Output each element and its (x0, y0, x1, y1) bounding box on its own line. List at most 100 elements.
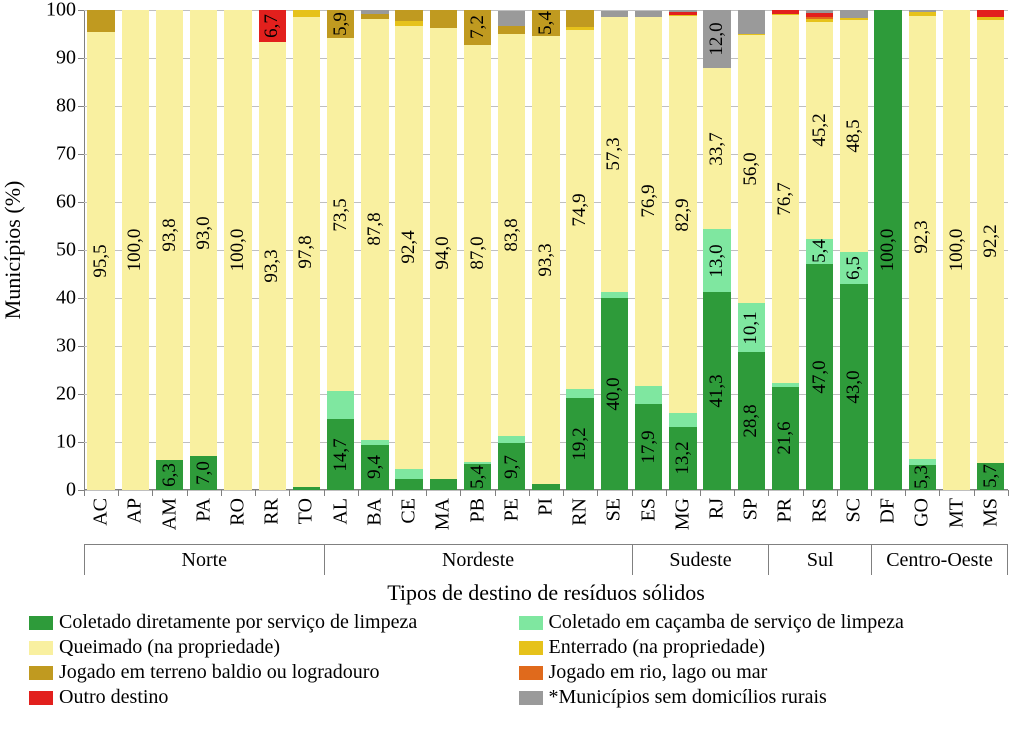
segment-queimado: 92,3 (909, 16, 936, 459)
segment-label: 7,2 (467, 15, 489, 39)
state-label: MS (979, 498, 1002, 527)
segment-coletado_direto: 9,7 (498, 443, 525, 490)
state-label: RS (808, 498, 831, 522)
segment-coletado_direto: 28,8 (738, 352, 765, 490)
segment-label: 93,0 (193, 217, 215, 250)
y-axis-title: Municípios (%) (0, 181, 26, 320)
bar-slot: 100,0 (939, 10, 973, 490)
state-label: SE (603, 498, 626, 521)
segment-coletado_direto: 5,4 (464, 464, 491, 490)
legend: Coletado diretamente por serviço de limp… (29, 610, 1008, 710)
segment-queimado: 93,3 (259, 42, 286, 490)
segment-label: 21,6 (774, 422, 796, 455)
segment-label: 33,7 (706, 132, 728, 165)
segment-coletado_direto: 17,9 (635, 404, 662, 490)
segment-terreno_baldio (566, 10, 593, 27)
bar-slot: 100,0 (118, 10, 152, 490)
segment-coletado_direto: 41,3 (703, 292, 730, 490)
state-label: TO (295, 498, 318, 524)
segment-coletado_direto: 43,0 (840, 284, 867, 490)
y-tick-label: 40 (56, 287, 84, 310)
segment-queimado: 93,0 (190, 10, 217, 456)
segment-enterrado (395, 21, 422, 26)
legend-item: Jogado em terreno baldio ou logradouro (29, 660, 519, 685)
bar-RR: 93,36,7 (259, 10, 286, 490)
bar-slot: 41,313,033,712,0 (700, 10, 734, 490)
segment-coletado_direto: 7,0 (190, 456, 217, 490)
segment-queimado: 93,3 (532, 36, 559, 484)
segment-coletado_cacamba: 6,5 (840, 252, 867, 283)
bar-slot: 9,7 83,8 (495, 10, 529, 490)
segment-label: 12,0 (706, 22, 728, 55)
segment-queimado: 100,0 (122, 10, 149, 490)
state-label: PR (774, 498, 797, 522)
segment-coletado_cacamba (498, 436, 525, 444)
segment-label: 56,0 (740, 153, 762, 186)
bar-CE: 92,4 (395, 10, 422, 490)
y-tick-label: 20 (56, 383, 84, 406)
segment-label: 14,7 (330, 438, 352, 471)
segment-sem_rural (498, 11, 525, 26)
legend-item: Queimado (na propriedade) (29, 635, 519, 660)
segment-queimado: 45,2 (806, 22, 833, 239)
bar-AP: 100,0 (122, 10, 149, 490)
bar-MA: 94,0 (430, 10, 457, 490)
plot-area: 0102030405060708090100 95,5100,06,393,87… (84, 10, 1008, 490)
segment-label: 92,2 (980, 225, 1002, 258)
segment-label: 74,9 (569, 193, 591, 226)
segment-queimado: 83,8 (498, 34, 525, 436)
bar-slot: 43,06,548,5 (837, 10, 871, 490)
segment-outro: 6,7 (259, 10, 286, 42)
segment-terreno_baldio: 5,4 (532, 10, 559, 36)
segment-enterrado (977, 17, 1004, 20)
bar-MT: 100,0 (943, 10, 970, 490)
segment-queimado: 82,9 (669, 16, 696, 414)
bar-BA: 9,487,8 (361, 10, 388, 490)
segment-label: 100,0 (877, 229, 899, 272)
segment-coletado_cacamba (772, 383, 799, 387)
y-tick-label: 50 (56, 239, 84, 262)
segment-coletado_cacamba (669, 413, 696, 426)
legend-item: Enterrado (na propriedade) (519, 635, 1009, 660)
region-label: Norte (84, 545, 324, 575)
legend-label: *Municípios sem domicílios rurais (549, 686, 827, 709)
legend-item: Outro destino (29, 685, 519, 710)
segment-label: 76,9 (638, 185, 660, 218)
legend-item: Coletado em caçamba de serviço de limpez… (519, 610, 1009, 635)
state-label: AC (90, 498, 113, 526)
segment-label: 5,7 (980, 464, 1002, 488)
y-tick-label: 60 (56, 191, 84, 214)
segment-label: 40,0 (603, 377, 625, 410)
segment-label: 28,8 (740, 404, 762, 437)
bar-slot: 93,36,7 (255, 10, 289, 490)
region-labels-row: NorteNordesteSudesteSulCentro-Oeste (84, 544, 1008, 574)
segment-label: 95,5 (90, 244, 112, 277)
segment-label: 57,3 (603, 138, 625, 171)
bar-MS: 5,7 92,2 (977, 10, 1004, 490)
bar-PR: 21,676,7 (772, 10, 799, 490)
legend-label: Jogado em terreno baldio ou logradouro (59, 661, 379, 684)
legend-swatch (29, 641, 53, 655)
segment-label: 100,0 (124, 229, 146, 272)
segment-queimado: 57,3 (601, 17, 628, 292)
x-axis-title: Tipos de destino de resíduos sólidos (387, 580, 705, 606)
bar-slot: 9,487,8 (358, 10, 392, 490)
segment-sem_rural (635, 11, 662, 17)
segment-coletado_direto: 100,0 (874, 10, 901, 490)
segment-queimado: 100,0 (224, 10, 251, 490)
segment-queimado: 87,8 (361, 19, 388, 440)
segment-enterrado (293, 10, 320, 17)
segment-terreno_baldio (430, 10, 457, 28)
legend-swatch (29, 691, 53, 705)
legend-label: Outro destino (59, 686, 168, 709)
segment-coletado_direto: 5,7 (977, 463, 1004, 490)
state-label: CE (398, 498, 421, 524)
segment-coletado_direto: 40,0 (601, 298, 628, 490)
legend-swatch (519, 641, 543, 655)
segment-terreno_baldio (87, 10, 114, 32)
bar-slot: 5,392,3 (905, 10, 939, 490)
bar-GO: 5,392,3 (909, 10, 936, 490)
bar-AL: 14,773,55,9 (327, 10, 354, 490)
region-label: Nordeste (324, 545, 632, 575)
segment-label: 9,7 (501, 455, 523, 479)
